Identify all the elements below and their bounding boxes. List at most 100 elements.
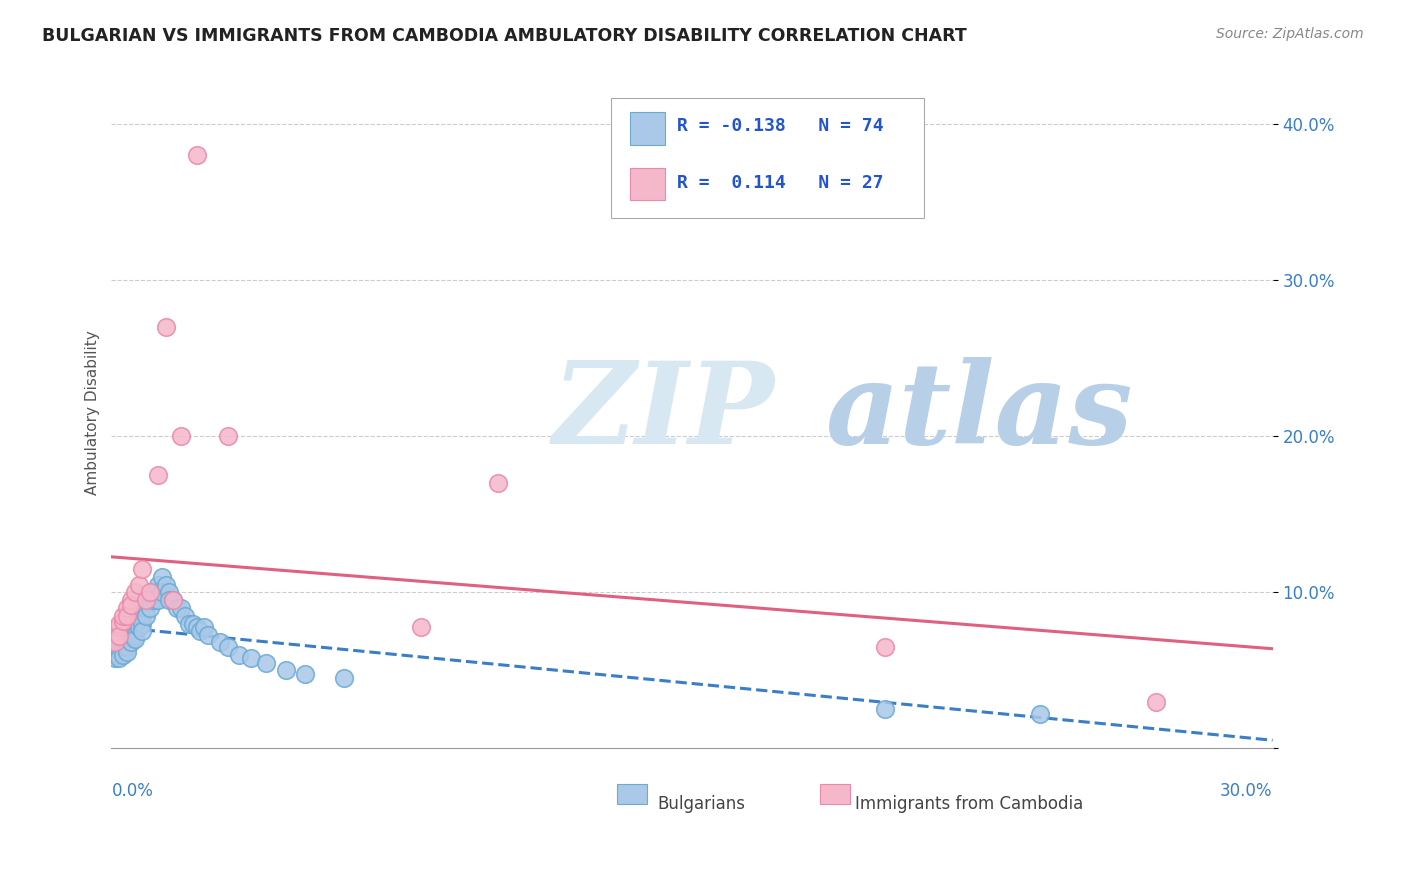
Point <box>104 629 127 643</box>
Point <box>135 593 157 607</box>
Point <box>124 632 146 647</box>
Point <box>177 616 200 631</box>
Point <box>488 476 510 491</box>
Point <box>111 635 134 649</box>
Point <box>150 585 173 599</box>
Point <box>135 601 157 615</box>
Point <box>111 632 134 647</box>
Point <box>274 664 297 678</box>
Point <box>193 620 215 634</box>
Point <box>162 593 184 607</box>
Point <box>108 624 131 639</box>
Point <box>104 645 127 659</box>
Point <box>128 620 150 634</box>
Point <box>131 616 153 631</box>
Point <box>120 624 142 639</box>
Point <box>124 616 146 631</box>
Point <box>108 640 131 654</box>
Point <box>111 629 134 643</box>
Text: atlas: atlas <box>825 358 1133 468</box>
Text: 30.0%: 30.0% <box>1220 782 1272 800</box>
Point <box>104 651 127 665</box>
Point <box>166 601 188 615</box>
Point <box>115 645 138 659</box>
Point <box>159 585 181 599</box>
Point <box>162 593 184 607</box>
Point <box>108 632 131 647</box>
Point <box>143 585 166 599</box>
Point <box>174 608 197 623</box>
Point <box>139 601 162 615</box>
Point <box>108 648 131 662</box>
Point <box>875 702 897 716</box>
Point <box>111 648 134 662</box>
Point <box>108 651 131 665</box>
Point <box>111 640 134 654</box>
Point <box>124 629 146 643</box>
Point <box>294 666 316 681</box>
Text: Source: ZipAtlas.com: Source: ZipAtlas.com <box>1216 27 1364 41</box>
Text: Immigrants from Cambodia: Immigrants from Cambodia <box>855 796 1083 814</box>
Point <box>115 620 138 634</box>
Point <box>170 429 193 443</box>
Point <box>104 629 127 643</box>
Point <box>186 620 208 634</box>
Point <box>190 624 212 639</box>
Point <box>131 608 153 623</box>
Text: R =  0.114   N = 27: R = 0.114 N = 27 <box>676 174 883 192</box>
Point <box>111 608 134 623</box>
Point <box>150 570 173 584</box>
Point <box>115 608 138 623</box>
Y-axis label: Ambulatory Disability: Ambulatory Disability <box>86 331 100 495</box>
Point <box>217 640 239 654</box>
Text: R = -0.138   N = 74: R = -0.138 N = 74 <box>676 118 883 136</box>
Point <box>104 632 127 647</box>
Point <box>111 624 134 639</box>
Point <box>104 624 127 639</box>
Point <box>120 629 142 643</box>
Point <box>108 616 131 631</box>
Point <box>104 648 127 662</box>
Point <box>115 635 138 649</box>
FancyBboxPatch shape <box>820 784 849 805</box>
Point <box>108 620 131 634</box>
Point <box>146 468 169 483</box>
Point <box>254 656 277 670</box>
Point <box>120 593 142 607</box>
Point <box>115 629 138 643</box>
Point <box>181 616 204 631</box>
Point <box>124 585 146 599</box>
Point <box>104 635 127 649</box>
Point <box>111 614 134 628</box>
Text: BULGARIAN VS IMMIGRANTS FROM CAMBODIA AMBULATORY DISABILITY CORRELATION CHART: BULGARIAN VS IMMIGRANTS FROM CAMBODIA AM… <box>42 27 967 45</box>
Point <box>104 624 127 639</box>
Point <box>131 562 153 576</box>
Point <box>108 627 131 641</box>
FancyBboxPatch shape <box>616 784 647 805</box>
Point <box>208 635 231 649</box>
Point <box>143 593 166 607</box>
Point <box>146 593 169 607</box>
Point <box>108 643 131 657</box>
Point <box>228 648 250 662</box>
Point <box>1029 707 1052 722</box>
Point <box>1144 695 1167 709</box>
Point <box>131 624 153 639</box>
FancyBboxPatch shape <box>630 112 665 145</box>
Point <box>217 429 239 443</box>
Point <box>120 635 142 649</box>
Point <box>128 577 150 591</box>
Point <box>146 577 169 591</box>
Point <box>115 640 138 654</box>
Point <box>159 593 181 607</box>
Point <box>239 651 262 665</box>
Point <box>139 585 162 599</box>
Point <box>139 593 162 607</box>
Text: 0.0%: 0.0% <box>111 782 153 800</box>
Text: ZIP: ZIP <box>553 358 775 468</box>
Point <box>124 624 146 639</box>
Text: Bulgarians: Bulgarians <box>657 796 745 814</box>
Point <box>115 624 138 639</box>
Point <box>155 577 177 591</box>
Point <box>115 601 138 615</box>
